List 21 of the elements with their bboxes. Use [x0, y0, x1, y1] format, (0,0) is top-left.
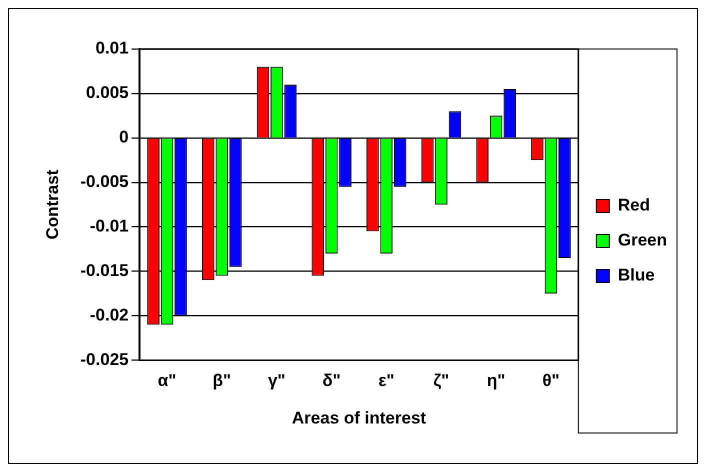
x-tick-label: θ": [542, 371, 560, 390]
y-tick-label: 0.005: [86, 83, 129, 102]
y-tick-label: -0.015: [80, 260, 129, 280]
y-tick-label: 0.01: [96, 38, 129, 58]
x-tick-label: ζ": [433, 371, 450, 390]
legend-label: Green: [618, 230, 668, 250]
x-tick-label: γ": [268, 371, 286, 390]
legend-label: Red: [618, 196, 650, 215]
x-tick-label: α": [158, 371, 176, 390]
y-tick-label: -0.02: [90, 305, 129, 324]
x-tick-label: δ": [322, 371, 341, 390]
x-tick-label: β": [212, 371, 232, 390]
y-tick-label: -0.01: [90, 216, 129, 236]
y-tick-label: -0.025: [80, 350, 129, 369]
legend-label: Blue: [618, 266, 655, 285]
y-tick-label: -0.005: [80, 172, 129, 192]
x-tick-label: η": [486, 371, 506, 390]
y-axis-title: Contrast: [42, 169, 62, 240]
x-tick-label: ε": [378, 371, 394, 390]
x-axis-title: Areas of interest: [292, 408, 426, 428]
y-tick-label: 0: [119, 128, 129, 147]
